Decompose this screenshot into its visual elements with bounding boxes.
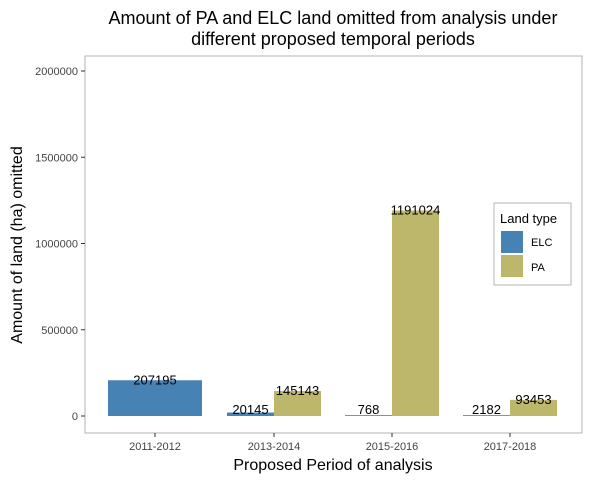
y-tick-label-1: 500000 (41, 325, 78, 337)
bar-elc-2015-2016 (345, 415, 392, 416)
y-tick-label-4: 2000000 (35, 66, 78, 78)
y-tick-label-2: 1000000 (35, 239, 78, 251)
y-axis-title: Amount of land (ha) omitted (9, 146, 26, 343)
bars (108, 210, 557, 416)
legend-key-pa (501, 255, 523, 277)
bar-pa-2017-2018 (510, 399, 557, 416)
y-tick-label-0: 0 (72, 411, 78, 423)
y-tick-label-3: 1500000 (35, 152, 78, 164)
bar-pa-2013-2014 (274, 390, 321, 416)
chart-title-line-2: different proposed temporal periods (191, 29, 475, 49)
data-label-elc-2017-2018: 2182 (472, 402, 501, 417)
data-label-pa-2015-2016: 1191024 (391, 203, 441, 218)
data-label-elc-2013-2014: 20145 (232, 402, 268, 417)
x-axis: 2011-2012 2013-2014 2015-2016 2017-2018 (129, 433, 536, 453)
chart-title-line-1: Amount of PA and ELC land omitted from a… (109, 8, 558, 28)
data-label-elc-2011-2012: 207195 (133, 372, 176, 387)
data-labels: 207195 20145 145143 768 1191024 2182 93453 (133, 203, 551, 417)
legend: Land type ELC PA (493, 202, 572, 286)
data-label-pa-2013-2014: 145143 (276, 383, 319, 398)
data-label-pa-2017-2018: 93453 (515, 392, 551, 407)
bar-pa-2015-2016 (392, 210, 439, 416)
legend-key-elc (501, 231, 523, 253)
bar-elc-2013-2014 (227, 412, 274, 416)
legend-title: Land type (500, 211, 557, 226)
x-axis-title: Proposed Period of analysis (233, 457, 432, 474)
x-tick-label-0: 2011-2012 (129, 441, 181, 453)
y-axis: 0 500000 1000000 1500000 2000000 (35, 66, 85, 423)
legend-label-elc: ELC (531, 237, 552, 249)
x-tick-label-3: 2017-2018 (484, 441, 537, 453)
legend-label-pa: PA (531, 262, 546, 274)
x-tick-label-1: 2013-2014 (248, 441, 301, 453)
bar-elc-2017-2018 (463, 415, 510, 416)
bar-elc-2011-2012 (108, 380, 202, 416)
data-label-elc-2015-2016: 768 (358, 402, 380, 417)
x-tick-label-2: 2015-2016 (366, 441, 419, 453)
